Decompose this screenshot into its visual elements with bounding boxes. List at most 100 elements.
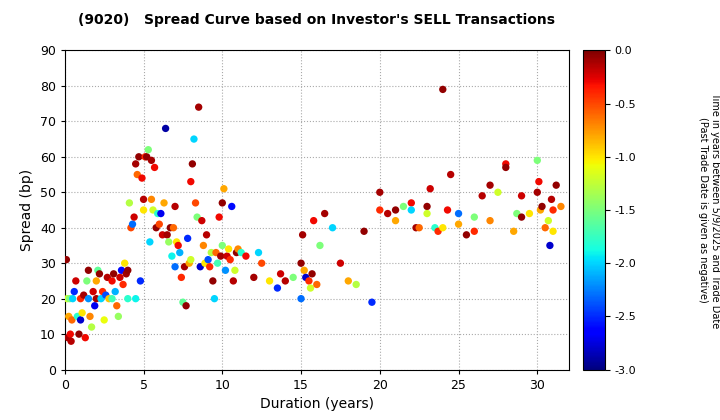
Point [437, 86, 449, 93]
Point [169, 263, 181, 270]
Point [297, 231, 308, 238]
Point [81, 278, 93, 284]
Point [150, 224, 162, 231]
Point [145, 196, 157, 203]
Point [204, 263, 215, 270]
Point [485, 182, 496, 189]
Point [75, 295, 86, 302]
Point [424, 185, 436, 192]
Point [84, 313, 96, 320]
Point [141, 153, 153, 160]
Point [531, 157, 543, 164]
Point [89, 302, 101, 309]
Text: (9020)   Spread Curve based on Investor's SELL Transactions: (9020) Spread Curve based on Investor's … [78, 13, 555, 26]
Point [117, 281, 129, 288]
Point [374, 207, 386, 213]
Point [213, 214, 225, 220]
Point [287, 274, 299, 281]
Point [308, 217, 320, 224]
Point [453, 210, 464, 217]
Point [140, 153, 151, 160]
Point [197, 242, 209, 249]
Point [112, 313, 124, 320]
Point [410, 224, 422, 231]
Point [62, 334, 73, 341]
Point [535, 207, 546, 213]
Point [217, 200, 228, 206]
Point [103, 295, 114, 302]
Point [516, 214, 527, 220]
Point [264, 278, 275, 284]
Point [130, 160, 141, 167]
Point [421, 203, 433, 210]
Point [319, 210, 330, 217]
Point [311, 281, 323, 288]
Point [305, 285, 316, 291]
Point [177, 299, 189, 306]
Point [120, 270, 132, 277]
Point [66, 338, 77, 344]
Point [539, 224, 551, 231]
Point [87, 288, 99, 295]
Point [60, 256, 72, 263]
Point [180, 302, 192, 309]
Point [185, 256, 197, 263]
Point [107, 278, 118, 284]
Point [453, 221, 464, 228]
Point [295, 295, 307, 302]
Point [343, 278, 354, 284]
Point [469, 214, 480, 220]
Point [547, 228, 559, 235]
Point [73, 331, 85, 338]
Point [102, 274, 113, 281]
Point [99, 317, 110, 323]
Point [256, 260, 267, 267]
Point [95, 295, 107, 302]
Point [100, 292, 112, 299]
Point [210, 249, 222, 256]
Point [275, 270, 287, 277]
Point [122, 267, 134, 274]
Point [145, 157, 157, 164]
Point [461, 231, 472, 238]
Point [523, 210, 535, 217]
Point [165, 224, 176, 231]
Point [92, 267, 104, 274]
Point [128, 214, 140, 220]
Point [508, 228, 519, 235]
Point [533, 178, 544, 185]
Point [405, 207, 417, 213]
Point [543, 217, 554, 224]
Point [327, 224, 338, 231]
Point [157, 231, 168, 238]
Point [300, 274, 312, 281]
Point [218, 185, 230, 192]
Point [215, 253, 227, 260]
Point [536, 203, 548, 210]
Point [298, 267, 310, 274]
Point [185, 178, 197, 185]
Point [174, 249, 186, 256]
Point [550, 182, 562, 189]
Point [132, 171, 143, 178]
Point [186, 160, 198, 167]
Point [359, 228, 370, 235]
Point [109, 288, 121, 295]
Point [83, 295, 94, 302]
Point [555, 203, 567, 210]
Point [226, 203, 238, 210]
Point [176, 274, 187, 281]
Point [295, 260, 307, 267]
Point [153, 221, 165, 228]
Point [61, 295, 73, 302]
Point [169, 203, 181, 210]
Point [64, 295, 76, 302]
Point [76, 310, 88, 316]
Point [201, 231, 212, 238]
Point [511, 210, 523, 217]
Point [437, 224, 449, 231]
Point [429, 224, 441, 231]
Point [225, 256, 236, 263]
Point [531, 189, 543, 196]
Point [127, 221, 138, 228]
